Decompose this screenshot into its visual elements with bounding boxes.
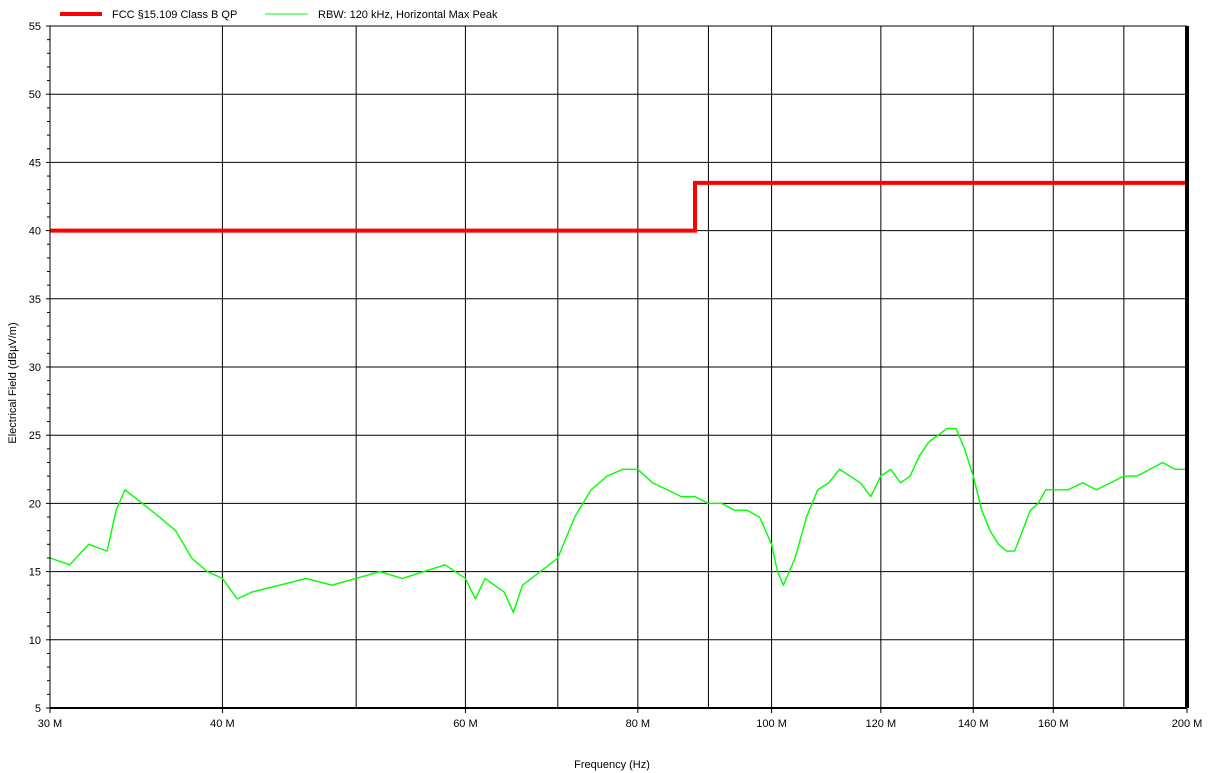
y-tick-label: 45 xyxy=(29,157,41,169)
y-tick-label: 25 xyxy=(29,430,41,442)
x-tick-label: 30 M xyxy=(38,718,62,730)
x-tick-label: 120 M xyxy=(866,718,897,730)
x-tick-label: 200 M xyxy=(1172,718,1203,730)
y-tick-label: 5 xyxy=(35,703,41,715)
y-tick-label: 15 xyxy=(29,567,41,579)
y-tick-label: 30 xyxy=(29,362,41,374)
y-tick-label: 20 xyxy=(29,498,41,510)
x-tick-label: 40 M xyxy=(210,718,234,730)
y-axis: 5 10 15 20 25 30 35 40 45 50 55 xyxy=(29,21,50,715)
legend-label-measurement: RBW: 120 kHz, Horizontal Max Peak xyxy=(318,9,498,21)
y-tick-label: 50 xyxy=(29,89,41,101)
x-tick-label: 60 M xyxy=(453,718,477,730)
x-tick-label: 80 M xyxy=(626,718,650,730)
x-tick-label: 140 M xyxy=(958,718,989,730)
x-axis: 30 M 40 M 60 M 80 M 100 M 120 M 140 M 160 M 200 … xyxy=(38,708,1203,730)
series-line-limit xyxy=(50,180,1187,233)
series-layer xyxy=(49,180,1187,614)
y-tick-label: 35 xyxy=(29,294,41,306)
x-tick-label: 160 M xyxy=(1038,718,1069,730)
legend: FCC §15.109 Class B QP RBW: 120 kHz, Hor… xyxy=(60,9,498,21)
legend-label-limit: FCC §15.109 Class B QP xyxy=(112,9,237,21)
x-tick-label: 100 M xyxy=(756,718,787,730)
y-tick-label: 40 xyxy=(29,226,41,238)
y-axis-title: Electrical Field (dBµV/m) xyxy=(7,322,19,443)
x-axis-title: Frequency (Hz) xyxy=(574,759,650,771)
series-line-measurement xyxy=(49,427,1187,614)
y-tick-label: 10 xyxy=(29,635,41,647)
y-tick-label: 55 xyxy=(29,21,41,33)
